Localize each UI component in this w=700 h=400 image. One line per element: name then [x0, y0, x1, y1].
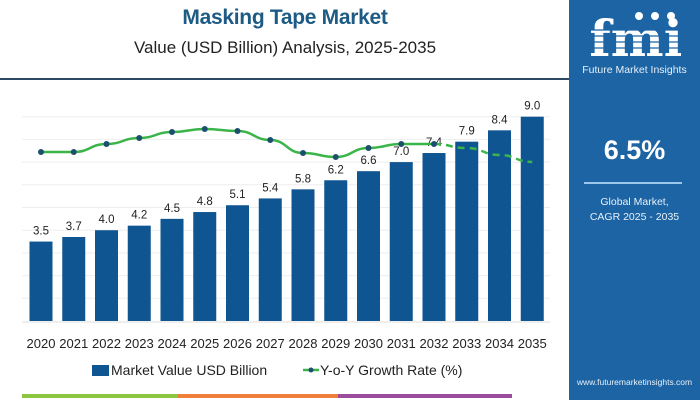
x-tick-label-2028: 2028: [289, 336, 318, 351]
x-tick-label-2035: 2035: [518, 336, 547, 351]
x-tick-label-2033: 2033: [452, 336, 481, 351]
data-label-2035: 9.0: [524, 101, 540, 113]
data-label-2025: 4.8: [197, 196, 213, 208]
bar-2033: [455, 141, 479, 321]
growth-marker-2030: [365, 145, 372, 151]
legend-line-swatch: [303, 367, 319, 373]
legend-bar-swatch: [92, 365, 109, 376]
legend-bar-label: Market Value USD Billion: [111, 362, 268, 378]
bar-2020: [29, 241, 53, 321]
bar-2024: [160, 218, 184, 321]
website-link[interactable]: www.futuremarketinsights.com: [576, 377, 693, 387]
x-tick-label-2030: 2030: [354, 336, 383, 351]
data-label-2027: 5.4: [262, 182, 279, 194]
bar-2031: [389, 162, 413, 321]
footer-strip-green: [22, 394, 178, 398]
cagr-label-line1: Global Market,: [600, 196, 669, 208]
cagr-label: Global Market, CAGR 2025 - 2035: [569, 195, 700, 225]
x-tick-label-2026: 2026: [223, 336, 252, 351]
bar-2030: [357, 171, 380, 321]
growth-marker-2032: [431, 141, 437, 147]
growth-line-projected: [433, 142, 533, 164]
bar-2035: [520, 116, 544, 321]
x-tick-label-2031: 2031: [387, 336, 416, 351]
cagr-divider: [584, 182, 682, 184]
growth-marker-2026: [234, 128, 241, 134]
x-tick-label-2034: 2034: [485, 336, 514, 351]
bar-2026: [226, 205, 249, 321]
growth-marker-2031: [398, 141, 405, 147]
data-label-2029: 6.2: [328, 164, 344, 176]
bar-2032: [422, 153, 446, 321]
bar-2021: [62, 237, 86, 321]
bar-2028: [291, 189, 315, 321]
data-label-2030: 6.6: [361, 155, 377, 167]
data-label-2031: 7.0: [393, 146, 409, 158]
chart-area: 3.5 2020 3.7 2021 4.0 2022 4.2 2023 4.5 2024 4.8 20…: [22, 101, 550, 351]
bar-2027: [258, 198, 282, 321]
data-label-2034: 8.4: [492, 114, 509, 126]
data-label-2033: 7.9: [459, 126, 475, 138]
data-label-2026: 5.1: [230, 189, 246, 201]
cagr-label-line2: CAGR 2025 - 2035: [589, 211, 680, 223]
x-tick-label-2024: 2024: [158, 336, 187, 351]
growth-marker-2025: [201, 126, 208, 132]
x-tick-label-2025: 2025: [190, 336, 219, 351]
legend: Market Value USD Billion Y-o-Y Growth Ra…: [0, 361, 570, 381]
data-label-2022: 4.0: [99, 214, 115, 226]
data-label-2023: 4.2: [131, 210, 147, 222]
data-label-2028: 5.8: [295, 173, 311, 185]
bar-2029: [324, 180, 348, 321]
x-tick-label-2021: 2021: [59, 336, 88, 351]
footer-strip-orange: [178, 394, 338, 398]
growth-marker-2023: [136, 135, 143, 141]
growth-marker-2027: [267, 137, 274, 143]
x-tick-label-2020: 2020: [27, 336, 56, 351]
bar-2025: [193, 212, 217, 321]
bar-2023: [127, 225, 151, 321]
data-label-2024: 4.5: [164, 203, 180, 215]
x-tick-label-2029: 2029: [321, 336, 350, 351]
logo-caption: Future Market Insights: [582, 64, 687, 76]
growth-marker-2020: [38, 149, 44, 155]
side-panel: fmi Future Market Insights 6.5% Global M…: [569, 0, 700, 400]
growth-marker-2028: [300, 150, 306, 156]
header-divider: [0, 78, 570, 80]
chart-title: Masking Tape Market: [182, 6, 388, 29]
data-label-2021: 3.7: [66, 221, 82, 233]
growth-marker-2021: [70, 149, 77, 155]
growth-marker-2022: [103, 141, 110, 147]
fmi-logo: fmi: [591, 10, 681, 62]
chart-subtitle: Value (USD Billion) Analysis, 2025-2035: [133, 38, 437, 57]
growth-marker-2029: [332, 154, 339, 160]
x-tick-label-2027: 2027: [256, 336, 285, 351]
growth-marker-2024: [169, 129, 175, 135]
bar-2022: [95, 230, 118, 321]
legend-line-label: Y-o-Y Growth Rate (%): [320, 362, 463, 378]
x-tick-label-2022: 2022: [92, 336, 121, 351]
data-label-2020: 3.5: [33, 226, 49, 238]
footer-strip-purple: [338, 394, 512, 398]
cagr-value: 6.5%: [603, 135, 666, 165]
x-tick-label-2023: 2023: [125, 336, 154, 351]
x-tick-label-2032: 2032: [420, 336, 449, 351]
bar-2034: [488, 130, 511, 321]
